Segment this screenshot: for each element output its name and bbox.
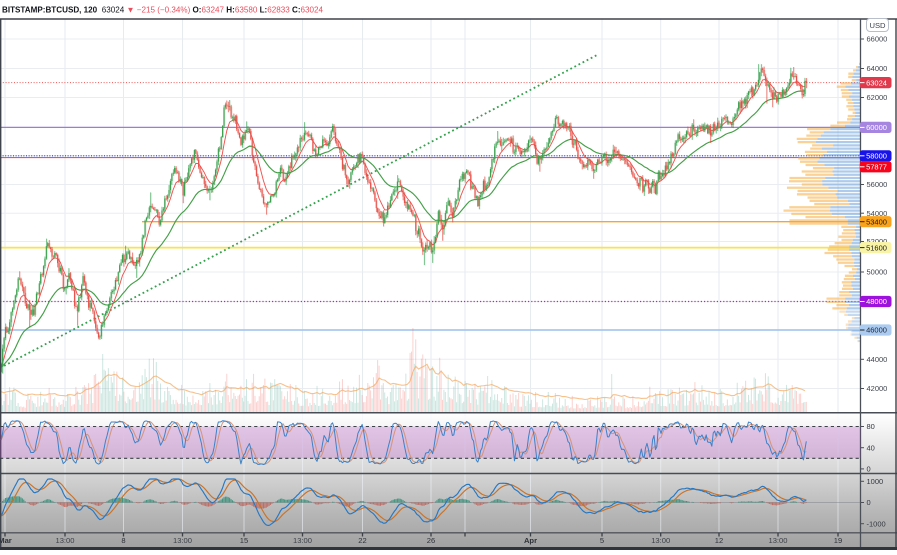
svg-text:0: 0 — [867, 498, 871, 507]
svg-text:52000: 52000 — [867, 237, 888, 246]
svg-text:0: 0 — [867, 465, 871, 474]
svg-text:BITSTAMP:BTCUSD, 120 63024 ▼: BITSTAMP:BTCUSD, 120 63024 ▼ −215 (−0.34… — [2, 5, 324, 14]
svg-text:22: 22 — [358, 536, 366, 545]
svg-text:13:00: 13:00 — [293, 536, 312, 545]
svg-text:USD: USD — [869, 21, 886, 30]
svg-text:56000: 56000 — [867, 180, 888, 189]
svg-text:66000: 66000 — [867, 35, 888, 44]
svg-text:15: 15 — [240, 536, 248, 545]
svg-text:50000: 50000 — [867, 268, 888, 277]
svg-text:13:00: 13:00 — [768, 536, 787, 545]
svg-text:8: 8 — [121, 536, 125, 545]
svg-text:44000: 44000 — [867, 355, 888, 364]
svg-text:26: 26 — [427, 536, 435, 545]
svg-text:62000: 62000 — [867, 93, 888, 102]
svg-text:60000: 60000 — [866, 123, 887, 132]
svg-text:13:00: 13:00 — [173, 536, 192, 545]
svg-text:42000: 42000 — [867, 384, 888, 393]
svg-text:40: 40 — [867, 443, 875, 452]
svg-text:Apr: Apr — [524, 536, 537, 545]
svg-text:46000: 46000 — [866, 326, 887, 335]
svg-text:12: 12 — [715, 536, 723, 545]
svg-text:19: 19 — [834, 536, 842, 545]
svg-text:Mar: Mar — [0, 536, 12, 545]
svg-text:13:00: 13:00 — [651, 536, 670, 545]
svg-text:13:00: 13:00 — [55, 536, 74, 545]
svg-text:63024: 63024 — [866, 78, 887, 87]
svg-text:80: 80 — [867, 422, 875, 431]
svg-text:1000: 1000 — [867, 477, 884, 486]
svg-text:5: 5 — [600, 536, 604, 545]
svg-text:54000: 54000 — [867, 209, 888, 218]
svg-text:48000: 48000 — [866, 297, 887, 306]
svg-text:51600: 51600 — [866, 243, 887, 252]
svg-text:-1000: -1000 — [867, 519, 886, 528]
svg-text:58000: 58000 — [866, 152, 887, 161]
svg-text:64000: 64000 — [867, 64, 888, 73]
svg-text:57877: 57877 — [866, 163, 887, 172]
svg-text:53400: 53400 — [866, 217, 887, 226]
